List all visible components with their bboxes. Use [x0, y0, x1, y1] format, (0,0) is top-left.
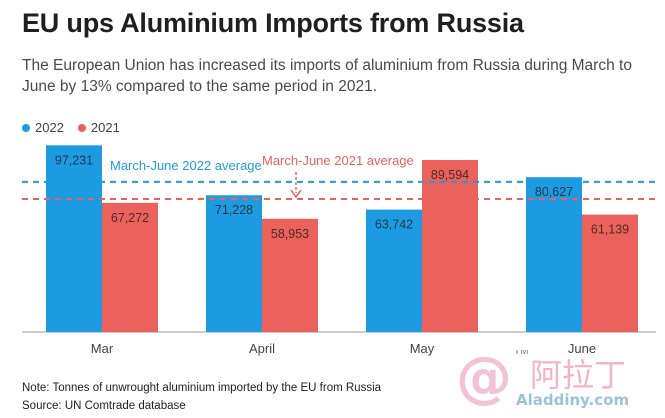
legend-swatch-2022	[22, 123, 30, 132]
bar-2022-may	[366, 209, 422, 332]
data-label-2021-mar: 67,272	[111, 211, 149, 225]
avg-label-2021: March-June 2021 average	[262, 153, 414, 168]
bar-2022-april	[206, 195, 262, 332]
bar-2022-june	[526, 177, 582, 332]
x-tick-label-june: June	[568, 341, 596, 356]
avg-2021-arrowhead	[290, 189, 302, 199]
legend-swatch-2021	[77, 123, 86, 132]
bar-2021-june	[582, 214, 638, 332]
watermark-cn-text: 阿拉丁	[530, 356, 626, 394]
watermark-domain: Aladdiny.com	[516, 391, 629, 409]
note-text: Note: Tonnes of unwrought aluminium impo…	[22, 382, 382, 394]
data-label-2021-may: 89,594	[431, 168, 469, 182]
bar-2021-mar	[102, 202, 158, 332]
chart-notes: Note: Tonnes of unwrought aluminium impo…	[22, 379, 381, 415]
watermark-tm: TM	[514, 350, 528, 357]
data-label-2022-april: 71,228	[215, 203, 253, 217]
bar-2021-may	[422, 159, 478, 332]
legend-item-2021: 2021	[77, 120, 120, 135]
source-text: Source: UN Comtrade database	[22, 400, 186, 412]
legend-label-2021: 2021	[90, 120, 120, 135]
chart-title: EU ups Aluminium Imports from Russia	[22, 8, 524, 38]
bar-2021-april	[262, 218, 318, 332]
legend-item-2022: 2022	[22, 120, 64, 135]
legend: 2022 2021	[22, 120, 120, 135]
data-label-2022-may: 63,742	[375, 218, 413, 232]
data-label-2022-june: 80,627	[535, 185, 573, 199]
bar-2022-mar	[46, 145, 102, 332]
legend-label-2022: 2022	[35, 120, 64, 135]
watermark-logo: TM @ 阿拉丁 Aladdiny.com	[456, 350, 629, 410]
watermark-at-glyph: @	[456, 350, 512, 410]
chart-subtitle: The European Union has increased its imp…	[22, 57, 632, 95]
data-label-2021-june: 61,139	[591, 223, 629, 237]
data-label-2021-april: 58,953	[271, 227, 309, 241]
x-tick-label-april: April	[249, 341, 275, 356]
x-tick-label-may: May	[410, 341, 435, 356]
avg-label-2022: March-June 2022 average	[110, 158, 262, 173]
x-tick-label-mar: Mar	[91, 341, 114, 356]
data-label-2022-mar: 97,231	[55, 153, 93, 167]
